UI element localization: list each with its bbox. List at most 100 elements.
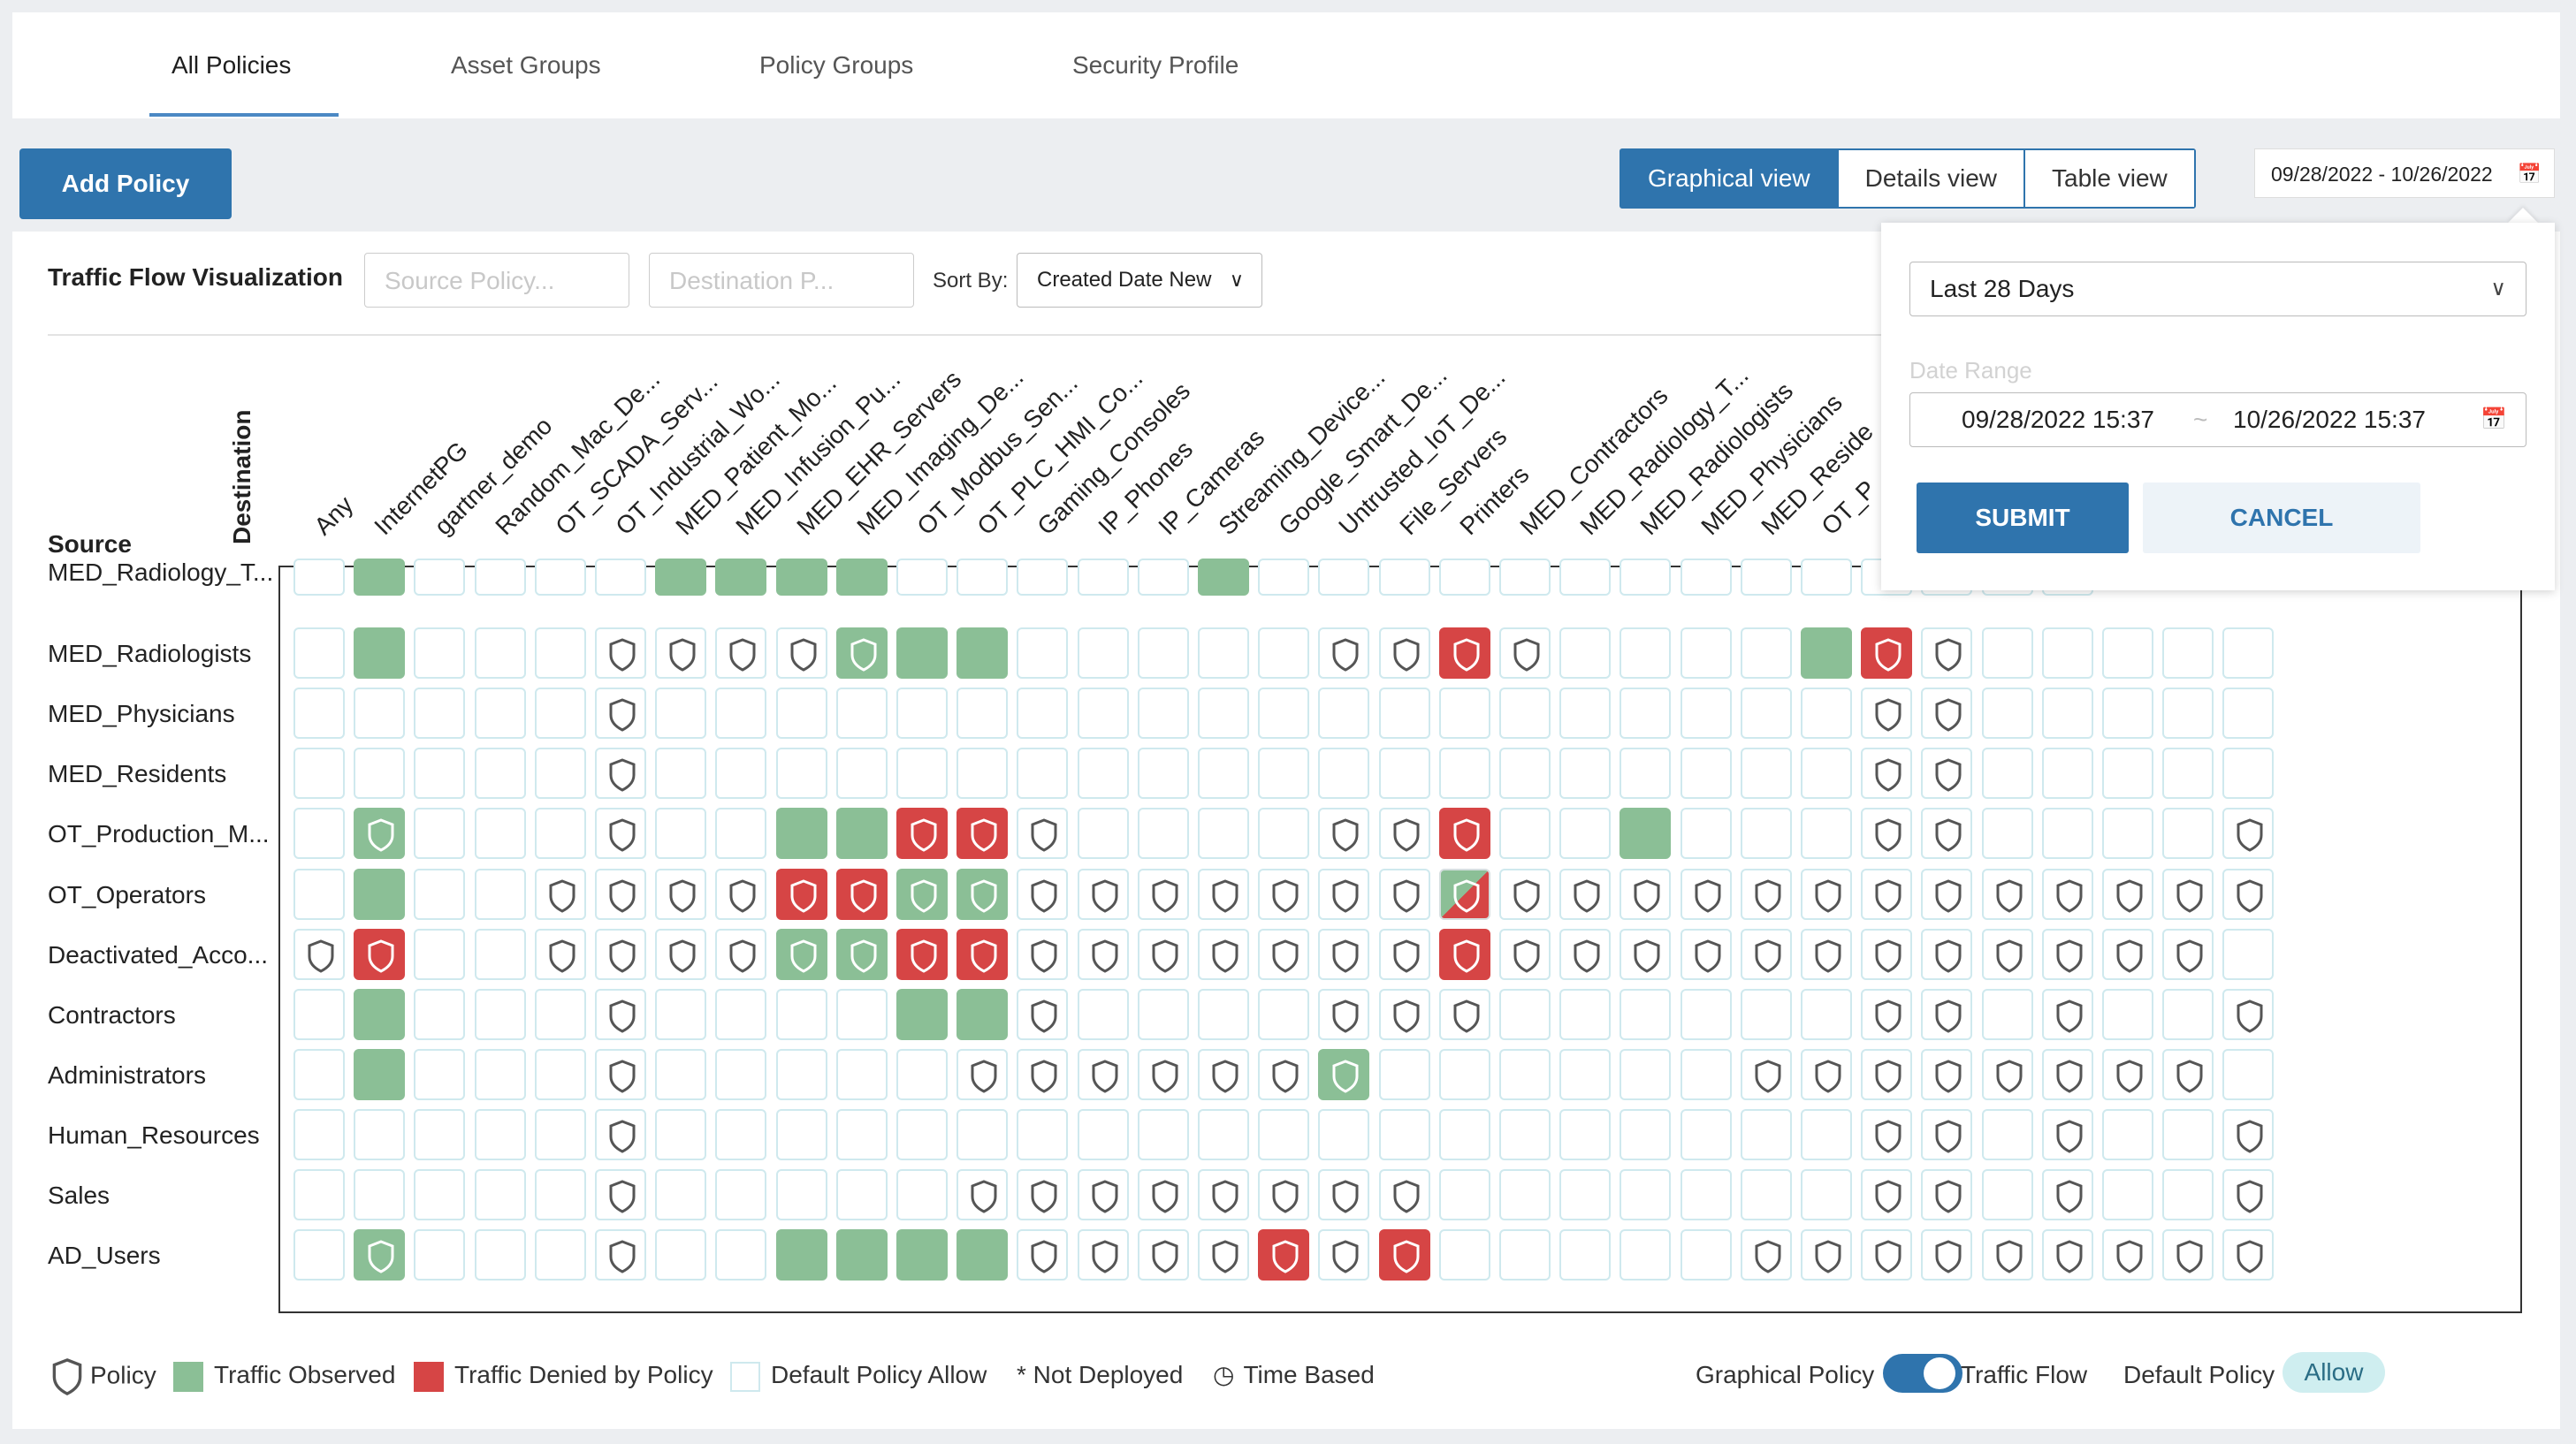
matrix-cell[interactable] (1017, 988, 1069, 1040)
matrix-cell[interactable] (1499, 1169, 1551, 1220)
matrix-cell[interactable] (354, 1108, 406, 1160)
matrix-cell[interactable] (595, 688, 646, 740)
matrix-cell[interactable] (534, 627, 586, 680)
matrix-cell[interactable] (1740, 1229, 1792, 1281)
matrix-cell[interactable] (1981, 868, 2033, 920)
matrix-cell[interactable] (1740, 1108, 1792, 1160)
matrix-cell[interactable] (655, 928, 707, 980)
matrix-cell[interactable] (896, 868, 948, 920)
matrix-cell[interactable] (1017, 1229, 1069, 1281)
matrix-cell[interactable] (835, 988, 888, 1040)
matrix-cell[interactable] (1017, 748, 1069, 800)
matrix-cell[interactable] (956, 1229, 1009, 1281)
matrix-cell[interactable] (1559, 1048, 1612, 1100)
matrix-cell[interactable] (775, 748, 827, 800)
matrix-cell[interactable] (1559, 627, 1612, 680)
matrix-cell[interactable] (1438, 928, 1490, 980)
matrix-cell[interactable] (354, 1169, 406, 1220)
matrix-cell[interactable] (896, 1229, 948, 1281)
matrix-cell[interactable] (414, 559, 466, 596)
matrix-cell[interactable] (1861, 1108, 1913, 1160)
matrix-cell[interactable] (474, 1048, 526, 1100)
matrix-cell[interactable] (1318, 1169, 1370, 1220)
matrix-cell[interactable] (354, 808, 406, 860)
matrix-cell[interactable] (354, 928, 406, 980)
matrix-cell[interactable] (595, 988, 646, 1040)
matrix-cell[interactable] (1318, 748, 1370, 800)
matrix-cell[interactable] (1258, 868, 1310, 920)
matrix-cell[interactable] (595, 627, 646, 680)
matrix-cell[interactable] (354, 688, 406, 740)
matrix-cell[interactable] (1861, 868, 1913, 920)
matrix-cell[interactable] (1740, 928, 1792, 980)
matrix-cell[interactable] (2102, 928, 2153, 980)
matrix-cell[interactable] (775, 688, 827, 740)
matrix-cell[interactable] (715, 1169, 767, 1220)
matrix-cell[interactable] (655, 868, 707, 920)
matrix-cell[interactable] (414, 688, 466, 740)
matrix-cell[interactable] (1861, 627, 1913, 680)
matrix-cell[interactable] (896, 1048, 948, 1100)
matrix-cell[interactable] (775, 808, 827, 860)
matrix-cell[interactable] (775, 1108, 827, 1160)
matrix-cell[interactable] (1318, 1048, 1370, 1100)
tab-asset-groups[interactable]: Asset Groups (451, 51, 601, 79)
matrix-cell[interactable] (775, 928, 827, 980)
matrix-cell[interactable] (2102, 988, 2153, 1040)
matrix-cell[interactable] (354, 1229, 406, 1281)
matrix-cell[interactable] (595, 1108, 646, 1160)
matrix-cell[interactable] (2102, 1108, 2153, 1160)
matrix-cell[interactable] (1499, 1048, 1551, 1100)
matrix-cell[interactable] (1378, 559, 1430, 596)
matrix-cell[interactable] (414, 748, 466, 800)
range-start[interactable]: 09/28/2022 15:37 (1962, 406, 2154, 433)
matrix-cell[interactable] (1438, 988, 1490, 1040)
matrix-cell[interactable] (2041, 1048, 2093, 1100)
matrix-cell[interactable] (1921, 928, 1973, 980)
matrix-cell[interactable] (1318, 928, 1370, 980)
matrix-cell[interactable] (2102, 1169, 2153, 1220)
matrix-cell[interactable] (1017, 868, 1069, 920)
matrix-cell[interactable] (715, 627, 767, 680)
matrix-cell[interactable] (1499, 988, 1551, 1040)
matrix-cell[interactable] (715, 928, 767, 980)
matrix-cell[interactable] (1077, 559, 1129, 596)
matrix-cell[interactable] (293, 1108, 345, 1160)
matrix-cell[interactable] (835, 808, 888, 860)
matrix-cell[interactable] (1258, 748, 1310, 800)
matrix-cell[interactable] (474, 1169, 526, 1220)
matrix-cell[interactable] (1680, 688, 1732, 740)
matrix-cell[interactable] (1620, 1229, 1672, 1281)
matrix-cell[interactable] (956, 808, 1009, 860)
matrix-cell[interactable] (2162, 1169, 2214, 1220)
matrix-cell[interactable] (474, 748, 526, 800)
matrix-cell[interactable] (2222, 808, 2275, 860)
matrix-cell[interactable] (775, 627, 827, 680)
matrix-cell[interactable] (534, 928, 586, 980)
matrix-cell[interactable] (1137, 988, 1189, 1040)
matrix-cell[interactable] (775, 1229, 827, 1281)
matrix-cell[interactable] (1981, 1229, 2033, 1281)
matrix-cell[interactable] (1981, 1169, 2033, 1220)
matrix-cell[interactable] (1861, 748, 1913, 800)
matrix-cell[interactable] (1077, 748, 1129, 800)
matrix-cell[interactable] (354, 1048, 406, 1100)
matrix-cell[interactable] (1017, 1108, 1069, 1160)
matrix-cell[interactable] (896, 627, 948, 680)
matrix-cell[interactable] (1258, 988, 1310, 1040)
matrix-cell[interactable] (1017, 1048, 1069, 1100)
tab-all-policies[interactable]: All Policies (171, 51, 292, 79)
matrix-cell[interactable] (1258, 1048, 1310, 1100)
matrix-cell[interactable] (1921, 1048, 1973, 1100)
matrix-cell[interactable] (1680, 808, 1732, 860)
date-range-picker[interactable]: 09/28/2022 - 10/26/2022 📅 (2254, 148, 2555, 198)
matrix-cell[interactable] (1921, 1229, 1973, 1281)
matrix-cell[interactable] (2222, 1048, 2275, 1100)
matrix-cell[interactable] (414, 1108, 466, 1160)
matrix-cell[interactable] (1680, 627, 1732, 680)
range-end[interactable]: 10/26/2022 15:37 (2233, 406, 2426, 433)
matrix-cell[interactable] (1438, 1048, 1490, 1100)
matrix-cell[interactable] (1137, 688, 1189, 740)
matrix-cell[interactable] (1137, 748, 1189, 800)
matrix-cell[interactable] (775, 1048, 827, 1100)
